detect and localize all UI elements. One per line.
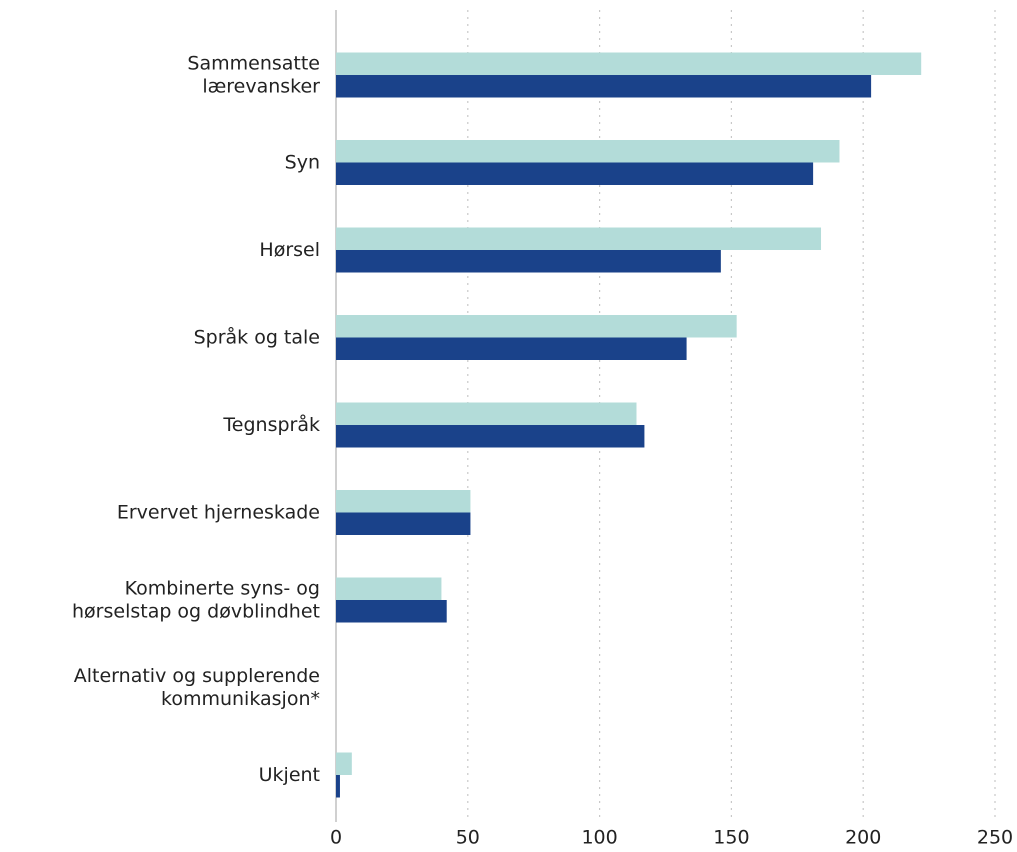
bar (336, 752, 352, 775)
bar (336, 227, 822, 250)
y-tick-label: Syn (285, 151, 320, 173)
bar (336, 52, 922, 75)
y-tick-label: Språk og tale (194, 325, 320, 348)
x-tick-label: 200 (845, 827, 881, 849)
y-tick-label: Tegnspråk (222, 413, 320, 436)
y-tick-label: Kombinerte syns- og hørselstap og døvblin… (72, 577, 320, 622)
x-tick-label: 50 (456, 827, 480, 849)
y-tick-label: Ervervet hjerneskade (117, 501, 320, 523)
bar (336, 140, 840, 163)
y-tick-label: Ukjent (259, 764, 320, 786)
bar (336, 425, 645, 448)
x-tick-label: 0 (330, 827, 342, 849)
x-tick-label: 150 (713, 827, 749, 849)
y-tick-label: Hørsel (259, 239, 320, 261)
bar (336, 512, 471, 535)
x-tick-label: 250 (977, 827, 1013, 849)
bar (336, 337, 687, 360)
bar (336, 162, 814, 185)
x-tick-label: 100 (581, 827, 617, 849)
bar (336, 250, 721, 273)
y-tick-label: Sammensatte lærevansker (187, 52, 320, 97)
bar (336, 775, 340, 798)
bar (336, 315, 737, 338)
bar (336, 75, 872, 98)
bar (336, 577, 442, 600)
bar (336, 490, 471, 513)
bar (336, 600, 447, 623)
bar (336, 402, 637, 425)
y-tick-label: Alternativ og supplerende kommunikasjon* (74, 665, 320, 710)
